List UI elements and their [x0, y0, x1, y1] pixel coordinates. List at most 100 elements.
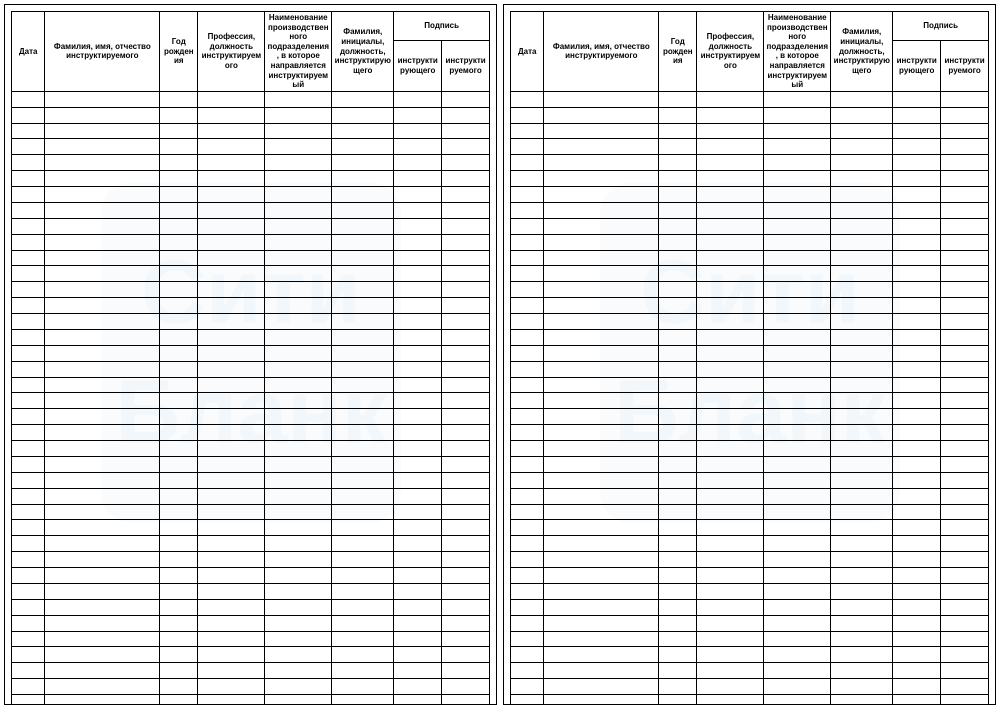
table-cell — [831, 504, 893, 520]
table-cell — [332, 536, 394, 552]
table-cell — [160, 663, 198, 679]
table-cell — [332, 361, 394, 377]
table-cell — [659, 139, 697, 155]
table-row — [12, 187, 490, 203]
table-cell — [659, 520, 697, 536]
table-cell — [764, 345, 831, 361]
table-cell — [394, 472, 442, 488]
table-cell — [511, 139, 544, 155]
table-cell — [12, 91, 45, 107]
table-cell — [831, 488, 893, 504]
table-cell — [160, 345, 198, 361]
table-cell — [12, 314, 45, 330]
table-row — [511, 583, 989, 599]
table-cell — [511, 107, 544, 123]
table-cell — [394, 107, 442, 123]
table-cell — [12, 472, 45, 488]
table-body-left — [12, 91, 490, 705]
table-cell — [265, 345, 332, 361]
table-cell — [198, 393, 265, 409]
table-cell — [764, 583, 831, 599]
table-cell — [697, 663, 764, 679]
table-cell — [941, 218, 989, 234]
table-cell — [764, 361, 831, 377]
col-date: Дата — [511, 12, 544, 92]
table-cell — [198, 679, 265, 695]
table-cell — [198, 631, 265, 647]
table-row — [12, 679, 490, 695]
table-cell — [12, 695, 45, 706]
table-cell — [442, 187, 490, 203]
table-cell — [332, 568, 394, 584]
table-cell — [198, 456, 265, 472]
table-cell — [893, 187, 941, 203]
table-cell — [831, 695, 893, 706]
table-cell — [544, 234, 659, 250]
table-cell — [659, 282, 697, 298]
table-cell — [265, 139, 332, 155]
table-cell — [265, 536, 332, 552]
table-row — [511, 568, 989, 584]
table-row — [12, 695, 490, 706]
table-cell — [265, 91, 332, 107]
table-cell — [394, 139, 442, 155]
table-cell — [697, 393, 764, 409]
col-profession: Профессия, должность инструктируемого — [697, 12, 764, 92]
table-row — [12, 266, 490, 282]
table-row — [12, 520, 490, 536]
table-cell — [160, 647, 198, 663]
table-cell — [764, 504, 831, 520]
table-cell — [265, 393, 332, 409]
table-row — [511, 393, 989, 409]
table-cell — [160, 568, 198, 584]
table-cell — [511, 218, 544, 234]
table-cell — [511, 155, 544, 171]
table-cell — [265, 552, 332, 568]
table-cell — [893, 329, 941, 345]
table-cell — [764, 250, 831, 266]
table-cell — [45, 504, 160, 520]
table-cell — [442, 139, 490, 155]
table-cell — [394, 345, 442, 361]
table-row — [511, 504, 989, 520]
table-row — [511, 329, 989, 345]
table-cell — [697, 504, 764, 520]
table-cell — [544, 266, 659, 282]
table-cell — [160, 329, 198, 345]
table-cell — [941, 441, 989, 457]
table-cell — [198, 250, 265, 266]
table-cell — [893, 298, 941, 314]
table-cell — [764, 552, 831, 568]
table-cell — [941, 298, 989, 314]
journal-page-right: Сити Бланк Дата Фамилия, имя, отчество и… — [503, 4, 996, 705]
table-row — [511, 202, 989, 218]
table-cell — [442, 282, 490, 298]
table-cell — [265, 583, 332, 599]
table-cell — [544, 425, 659, 441]
table-cell — [544, 647, 659, 663]
table-cell — [198, 441, 265, 457]
table-cell — [12, 552, 45, 568]
table-cell — [394, 583, 442, 599]
table-cell — [332, 202, 394, 218]
table-cell — [265, 568, 332, 584]
table-row — [511, 282, 989, 298]
table-cell — [12, 456, 45, 472]
table-cell — [511, 123, 544, 139]
table-row — [511, 679, 989, 695]
table-cell — [544, 91, 659, 107]
table-cell — [544, 377, 659, 393]
table-cell — [198, 695, 265, 706]
table-cell — [764, 298, 831, 314]
table-row — [511, 520, 989, 536]
table-row — [12, 615, 490, 631]
table-cell — [511, 234, 544, 250]
table-cell — [544, 187, 659, 203]
table-cell — [511, 298, 544, 314]
table-cell — [544, 599, 659, 615]
table-cell — [394, 266, 442, 282]
table-cell — [394, 187, 442, 203]
table-cell — [544, 552, 659, 568]
table-cell — [764, 393, 831, 409]
table-cell — [511, 393, 544, 409]
